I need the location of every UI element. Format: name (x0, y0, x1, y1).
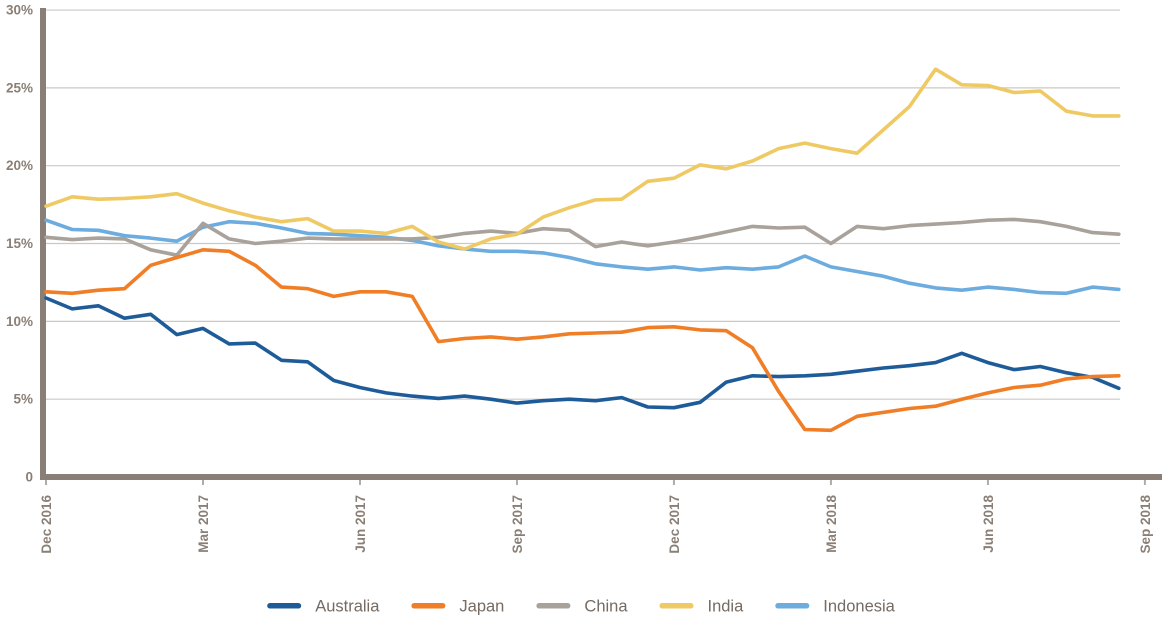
x-axis-tick (201, 480, 204, 485)
legend-item-australia: Australia (267, 598, 380, 616)
legend-label: India (708, 598, 745, 616)
legend-swatch-japan (411, 603, 446, 609)
x-axis-line (40, 474, 1162, 480)
x-axis-tick (829, 480, 832, 485)
legend-swatch-china (536, 603, 571, 609)
y-axis-label: 5% (13, 392, 33, 407)
y-axis-label: 25% (6, 80, 33, 95)
legend-item-china: China (536, 598, 628, 616)
x-axis-label: Jun 2017 (353, 495, 368, 553)
x-axis-label: Mar 2018 (824, 495, 839, 553)
x-axis-ticks (45, 480, 1146, 485)
y-axis-label: 0 (25, 470, 33, 485)
x-axis-label: Dec 2016 (39, 495, 54, 554)
legend-item-india: India (659, 598, 745, 616)
y-axis-label: 20% (6, 158, 33, 173)
legend-swatch-indonesia (775, 603, 810, 609)
legend-label: China (584, 598, 628, 616)
x-axis-labels: Dec 2016 Mar 2017 Jun 2017 Sep 2017 Dec 2017… (39, 495, 1153, 554)
x-axis-tick (515, 480, 518, 485)
legend-label: Japan (459, 598, 504, 616)
x-axis-tick (986, 480, 989, 485)
legend-swatch-australia (267, 603, 302, 609)
legend-label: Indonesia (823, 598, 895, 616)
x-axis-tick (1143, 480, 1146, 485)
x-axis-label: Sep 2017 (510, 495, 525, 554)
x-axis-label: Jun 2018 (981, 495, 996, 553)
y-axis-label: 10% (6, 314, 33, 329)
series-line-china (44, 217, 1121, 257)
y-axis-label: 30% (6, 3, 33, 18)
legend-label: Australia (315, 598, 380, 616)
x-axis-label: Dec 2017 (667, 495, 682, 554)
legend-swatch-india (659, 603, 694, 609)
y-axis-labels: 30% 25% 20% 15% 10% 5% 0 (6, 3, 33, 485)
x-axis-label: Mar 2017 (196, 495, 211, 553)
series-lines (44, 67, 1121, 433)
y-axis-line (40, 8, 46, 480)
legend-item-japan: Japan (411, 598, 504, 616)
x-axis-tick (358, 480, 361, 485)
legend-item-indonesia: Indonesia (775, 598, 896, 616)
chart-legend: Australia Japan China India Indonesia (267, 598, 896, 616)
y-axis-label: 15% (6, 236, 33, 251)
x-axis-label: Sep 2018 (1138, 495, 1153, 554)
series-line-japan (44, 248, 1121, 433)
series-line-australia (44, 296, 1121, 410)
x-axis-tick (672, 480, 675, 485)
x-axis-tick (45, 480, 47, 485)
series-line-indonesia (44, 218, 1121, 296)
series-line-india (44, 67, 1121, 251)
